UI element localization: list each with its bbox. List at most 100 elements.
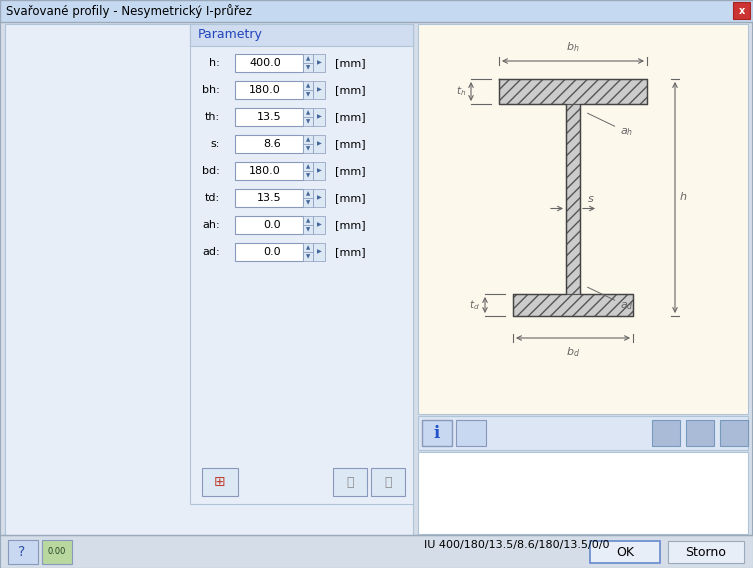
Text: Svařované profily - Nesymetrický I-průřez: Svařované profily - Nesymetrický I-průře… — [6, 4, 252, 18]
Bar — [303, 189, 313, 198]
Bar — [720, 420, 748, 446]
Bar — [42, 540, 72, 564]
Text: ▲: ▲ — [306, 110, 310, 115]
Bar — [418, 536, 748, 558]
Bar — [418, 24, 748, 414]
Text: ▲: ▲ — [306, 218, 310, 223]
Text: [mm]: [mm] — [335, 247, 366, 257]
Bar — [313, 243, 325, 261]
Text: 8.6: 8.6 — [264, 139, 281, 149]
Text: 💾: 💾 — [384, 475, 392, 488]
Bar — [235, 81, 303, 99]
Text: 13.5: 13.5 — [256, 112, 281, 122]
Text: b$_h$: b$_h$ — [566, 40, 580, 54]
Text: IU 400/180/13.5/8.6/180/13.5/0/0: IU 400/180/13.5/8.6/180/13.5/0/0 — [424, 540, 609, 550]
Bar — [8, 540, 38, 564]
Bar — [499, 79, 647, 104]
Text: ▼: ▼ — [306, 200, 310, 205]
Text: ▶: ▶ — [316, 141, 322, 147]
Bar — [313, 162, 325, 180]
Bar — [590, 541, 660, 563]
Text: ▼: ▼ — [306, 119, 310, 124]
Text: bh:: bh: — [203, 85, 220, 95]
Text: 📂: 📂 — [346, 475, 354, 488]
Text: ▶: ▶ — [316, 223, 322, 228]
Bar — [0, 0, 753, 22]
Bar — [235, 216, 303, 234]
Bar — [303, 135, 313, 144]
Text: ▲: ▲ — [306, 56, 310, 61]
Text: ▶: ▶ — [316, 249, 322, 254]
Bar — [190, 24, 413, 504]
Bar — [303, 108, 313, 117]
Bar — [303, 216, 313, 225]
Bar — [668, 541, 744, 563]
Bar — [303, 81, 313, 90]
Text: a$_d$: a$_d$ — [587, 287, 634, 312]
Bar — [235, 162, 303, 180]
Text: Storno: Storno — [685, 545, 727, 558]
Text: [mm]: [mm] — [335, 193, 366, 203]
Text: Parametry: Parametry — [198, 28, 263, 41]
Bar — [303, 54, 313, 63]
Bar — [313, 135, 325, 153]
Bar — [418, 452, 748, 534]
Text: s: s — [588, 194, 594, 204]
Bar — [371, 468, 405, 496]
Text: ▲: ▲ — [306, 83, 310, 88]
Bar — [303, 171, 313, 180]
Bar — [313, 108, 325, 126]
Text: h:: h: — [209, 58, 220, 68]
Text: 180.0: 180.0 — [249, 166, 281, 176]
Text: ▼: ▼ — [306, 92, 310, 97]
Bar — [313, 81, 325, 99]
Text: b$_d$: b$_d$ — [566, 345, 580, 359]
Bar — [313, 216, 325, 234]
Text: ▼: ▼ — [306, 65, 310, 70]
Text: ad:: ad: — [203, 247, 220, 257]
Text: [mm]: [mm] — [335, 166, 366, 176]
Text: OK: OK — [616, 545, 634, 558]
Bar — [303, 162, 313, 171]
Text: ▶: ▶ — [316, 61, 322, 65]
Bar — [202, 468, 238, 496]
Bar — [422, 420, 452, 446]
Bar — [652, 420, 680, 446]
Bar — [333, 468, 367, 496]
Text: [mm]: [mm] — [335, 112, 366, 122]
Bar — [235, 108, 303, 126]
Text: ▼: ▼ — [306, 254, 310, 259]
Text: 0.00: 0.00 — [47, 548, 66, 557]
Bar — [190, 24, 413, 46]
Bar — [5, 24, 413, 537]
Text: 400.0: 400.0 — [249, 58, 281, 68]
Text: [mm]: [mm] — [335, 139, 366, 149]
Bar — [303, 198, 313, 207]
Text: ℹ: ℹ — [434, 424, 441, 442]
Bar — [303, 225, 313, 234]
Text: ▶: ▶ — [316, 87, 322, 93]
Text: ▼: ▼ — [306, 173, 310, 178]
Bar — [733, 2, 750, 19]
Text: ▶: ▶ — [316, 115, 322, 119]
Text: s:: s: — [211, 139, 220, 149]
Bar — [235, 243, 303, 261]
Bar — [235, 189, 303, 207]
Text: ?: ? — [18, 545, 26, 559]
Text: ▶: ▶ — [316, 195, 322, 201]
Bar — [418, 416, 748, 450]
Bar — [303, 63, 313, 72]
Bar — [303, 144, 313, 153]
Text: ▼: ▼ — [306, 146, 310, 151]
Text: x: x — [739, 6, 745, 15]
Text: t$_h$: t$_h$ — [456, 85, 466, 98]
Text: bd:: bd: — [203, 166, 220, 176]
Text: ▲: ▲ — [306, 245, 310, 250]
Bar — [686, 420, 714, 446]
Text: 0.0: 0.0 — [264, 247, 281, 257]
Text: 180.0: 180.0 — [249, 85, 281, 95]
Text: ▲: ▲ — [306, 191, 310, 196]
Text: th:: th: — [205, 112, 220, 122]
Text: ▶: ▶ — [316, 169, 322, 173]
Text: ▲: ▲ — [306, 164, 310, 169]
